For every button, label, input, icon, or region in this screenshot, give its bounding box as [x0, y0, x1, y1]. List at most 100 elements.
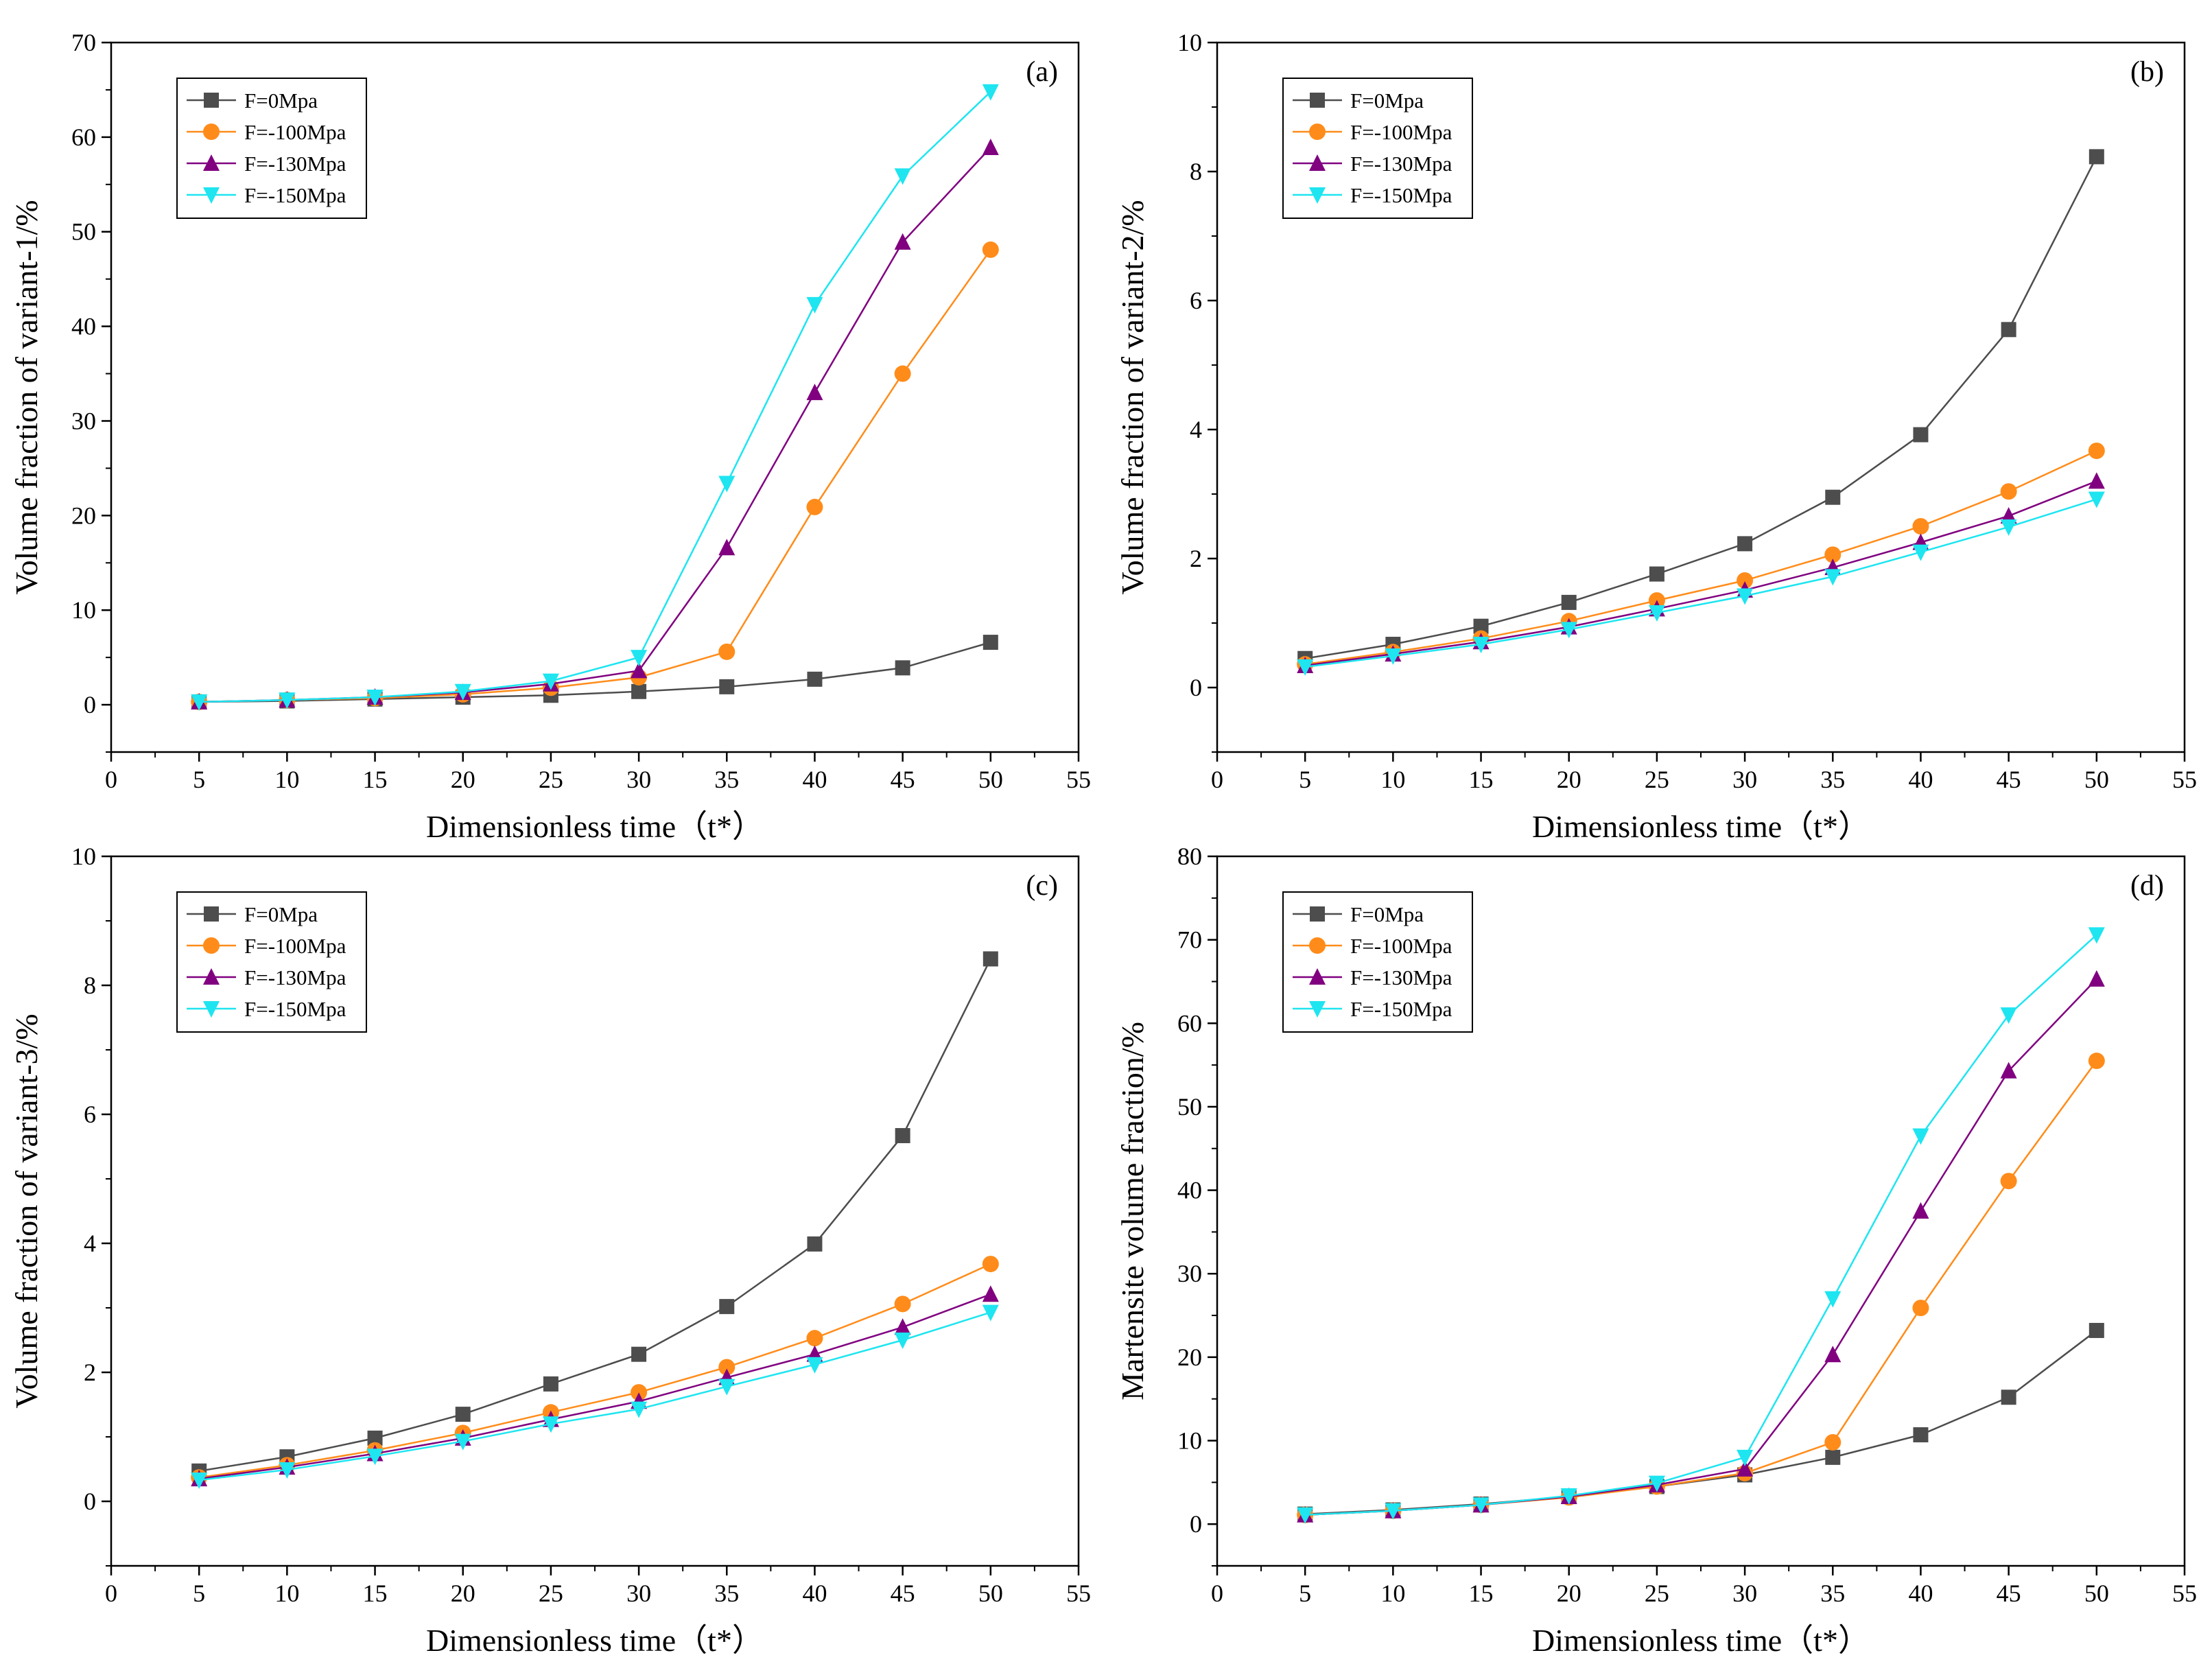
data-point	[718, 476, 736, 493]
panel-label: (b)	[2130, 56, 2164, 88]
data-point	[982, 1304, 999, 1322]
legend-entry: F=-100Mpa	[244, 120, 346, 144]
data-point	[631, 650, 648, 667]
data-point	[1473, 618, 1489, 634]
legend-marker	[203, 968, 220, 985]
x-tick-label: 20	[451, 766, 475, 793]
data-point	[895, 1128, 910, 1144]
x-tick-label: 25	[539, 1580, 563, 1607]
legend-marker	[1309, 937, 1326, 954]
series-line	[199, 641, 991, 703]
x-tick-label: 45	[891, 766, 915, 793]
series-line	[199, 147, 991, 703]
x-tick-label: 40	[802, 766, 827, 793]
x-axis-title: Dimensionless time（t*）	[1532, 1623, 1870, 1658]
data-point	[806, 384, 823, 401]
x-tick-label: 30	[1732, 766, 1757, 793]
panel-label: (c)	[1026, 870, 1058, 902]
legend-marker	[1310, 93, 1325, 108]
series-4	[191, 84, 999, 711]
y-axis-title: Volume fraction of variant-3/%	[9, 1013, 44, 1408]
legend-entry: F=-130Mpa	[1350, 152, 1452, 176]
legend-marker	[203, 187, 220, 204]
data-point	[454, 683, 471, 701]
data-point	[1913, 1427, 1929, 1443]
y-tick-label: 2	[84, 1359, 96, 1386]
series-2	[1297, 443, 2105, 673]
x-tick-label: 40	[802, 1580, 827, 1607]
data-point	[631, 683, 647, 699]
y-tick-label: 10	[71, 596, 96, 624]
data-point	[894, 1318, 911, 1335]
x-tick-label: 45	[1997, 1580, 2021, 1607]
x-tick-label: 55	[2172, 1580, 2197, 1607]
data-point	[982, 241, 999, 258]
legend-entry: F=-150Mpa	[1350, 183, 1452, 207]
panel-3: 0 5 10 15 20 25 30 35 40 45 50 55 0 2 4 6 8 10 Dimensionle…	[9, 843, 1091, 1658]
series-line	[1305, 1329, 2097, 1515]
data-point	[1913, 427, 1929, 443]
x-tick-label: 10	[1380, 766, 1405, 793]
x-tick-label: 35	[1820, 766, 1845, 793]
data-point	[1825, 489, 1841, 505]
legend-marker	[204, 906, 219, 922]
data-point	[191, 1472, 208, 1489]
data-point	[1560, 622, 1577, 639]
data-point	[191, 694, 208, 711]
panel-label: (d)	[2130, 870, 2164, 902]
data-point	[1561, 594, 1577, 610]
data-point	[1649, 566, 1664, 582]
y-tick-label: 80	[1177, 843, 1202, 870]
data-point	[1912, 518, 1929, 535]
x-tick-label: 10	[274, 766, 299, 793]
data-point	[543, 1376, 558, 1392]
legend-entry: F=0Mpa	[244, 89, 318, 113]
data-point	[1385, 1503, 1402, 1520]
data-point	[1737, 572, 1754, 589]
data-point	[718, 643, 736, 660]
data-point	[718, 539, 736, 556]
data-point	[2000, 519, 2017, 536]
x-tick-label: 15	[1469, 1580, 1494, 1607]
x-tick-label: 15	[363, 766, 388, 793]
data-point	[894, 365, 911, 382]
data-point	[2000, 1007, 2017, 1024]
x-tick-label: 15	[363, 1580, 388, 1607]
series-line	[1304, 156, 2097, 659]
series-line	[1305, 498, 2097, 668]
x-axis-title: Dimensionless time（t*）	[1532, 809, 1870, 844]
data-point	[1737, 536, 1753, 552]
x-tick-label: 45	[891, 1580, 915, 1607]
x-tick-label: 5	[193, 1580, 205, 1607]
y-tick-label: 50	[71, 218, 96, 246]
legend-marker	[1309, 187, 1326, 204]
data-point	[894, 168, 911, 185]
legend-entry: F=-150Mpa	[244, 183, 346, 207]
x-tick-label: 10	[1380, 1580, 1405, 1607]
data-point	[2088, 443, 2105, 460]
data-point	[1737, 1459, 1754, 1477]
series-4	[1297, 491, 2105, 676]
legend-marker	[1309, 154, 1326, 171]
x-tick-label: 50	[2084, 1580, 2109, 1607]
y-tick-label: 40	[1177, 1177, 1202, 1204]
data-point	[807, 1236, 823, 1252]
legend-entry: F=-100Mpa	[244, 934, 346, 958]
series-line	[1305, 934, 2097, 1516]
y-tick-label: 0	[84, 691, 96, 718]
series-line	[199, 249, 991, 703]
series-line	[198, 958, 991, 1473]
data-point	[2088, 970, 2105, 987]
x-tick-label: 30	[1732, 1580, 1757, 1607]
y-tick-label: 4	[1190, 416, 1202, 443]
data-point	[1824, 1291, 1842, 1308]
y-tick-label: 0	[1190, 1510, 1202, 1538]
legend: F=0Mpa F=-100Mpa F=-130Mpa F=-150Mpa	[176, 78, 367, 219]
legend-entry: F=-100Mpa	[1350, 934, 1452, 958]
data-point	[982, 1256, 999, 1273]
data-point	[2001, 1389, 2016, 1405]
x-tick-label: 55	[1066, 1580, 1091, 1607]
x-tick-label: 25	[1645, 766, 1669, 793]
legend: F=0Mpa F=-100Mpa F=-130Mpa F=-150Mpa	[176, 891, 367, 1033]
data-point	[1824, 546, 1842, 563]
